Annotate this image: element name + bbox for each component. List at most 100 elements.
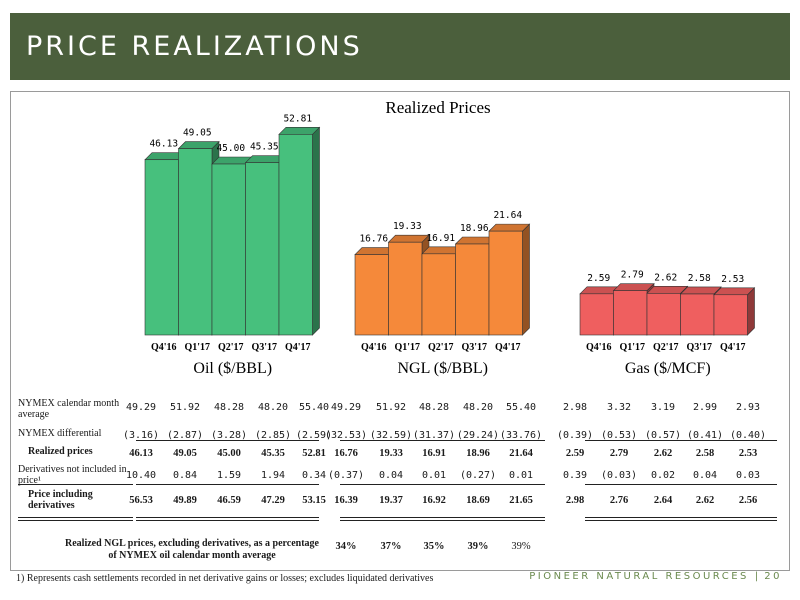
ngl-category-label-4: Q4'17 xyxy=(495,342,521,353)
table-rule xyxy=(340,440,545,441)
ngl-series-title: NGL ($/BBL) xyxy=(397,360,488,377)
table-cell: (3.16) xyxy=(122,430,160,441)
table-cell: 0.02 xyxy=(650,470,676,481)
table-cell: (2.59) xyxy=(295,430,333,441)
oil-value-label-2: 45.00 xyxy=(216,143,245,154)
table-cell: 45.35 xyxy=(261,448,285,459)
table-cell: 48.20 xyxy=(462,402,494,413)
table-cell: (0.03) xyxy=(600,470,638,481)
table-cell: 51.92 xyxy=(169,402,201,413)
gas-value-label-4: 2.53 xyxy=(721,274,744,285)
chart-title: Realized Prices xyxy=(385,98,490,117)
oil-bar-2 xyxy=(211,163,246,336)
table-cell: 49.29 xyxy=(125,402,157,413)
table-cell: 2.56 xyxy=(738,495,758,506)
table-cell: 2.98 xyxy=(565,495,585,506)
table-rule xyxy=(585,517,777,518)
table-cell: 2.58 xyxy=(695,448,715,459)
oil-series-title: Oil ($/BBL) xyxy=(193,360,272,377)
oil-value-label-3: 45.35 xyxy=(250,142,279,153)
table-cell: 46.13 xyxy=(129,448,153,459)
table-cell: (0.57) xyxy=(644,430,682,441)
table-cell: 53.15 xyxy=(302,495,326,506)
table-cell: 1.59 xyxy=(216,470,242,481)
table-cell: 2.79 xyxy=(609,448,629,459)
ngl-percentage-value: 37% xyxy=(380,541,402,552)
oil-category-label-2: Q2'17 xyxy=(218,342,244,353)
table-cell: 0.39 xyxy=(562,470,588,481)
table-row-label: Price including derivatives xyxy=(28,489,93,511)
gas-value-label-3: 2.58 xyxy=(688,273,711,284)
table-rule xyxy=(136,520,319,521)
oil-category-label-0: Q4'16 xyxy=(151,342,177,353)
gas-category-label-1: Q1'17 xyxy=(619,342,645,353)
ngl-bar-top-4 xyxy=(488,223,531,232)
table-cell: (32.53) xyxy=(324,430,368,441)
table-rule xyxy=(18,517,133,518)
table-cell: 47.29 xyxy=(261,495,285,506)
oil-bar-top-4 xyxy=(278,127,321,135)
brand-footer: PIONEER NATURAL RESOURCES | 20 xyxy=(529,571,782,582)
table-cell: (33.76) xyxy=(499,430,543,441)
table-cell: 19.33 xyxy=(379,448,403,459)
gas-category-label-0: Q4'16 xyxy=(586,342,612,353)
ngl-bar-3 xyxy=(455,243,490,336)
gas-bar-top-1 xyxy=(612,283,655,291)
table-rule xyxy=(136,517,319,518)
ngl-category-label-1: Q1'17 xyxy=(394,342,420,353)
table-rule xyxy=(585,484,777,485)
table-cell: 49.29 xyxy=(330,402,362,413)
oil-value-label-0: 46.13 xyxy=(149,139,178,150)
table-cell: 16.91 xyxy=(422,448,446,459)
table-rule xyxy=(18,484,133,485)
table-cell: 16.92 xyxy=(422,495,446,506)
table-cell: 3.19 xyxy=(650,402,676,413)
gas-category-label-4: Q4'17 xyxy=(720,342,746,353)
table-cell: (2.85) xyxy=(254,430,292,441)
table-rule xyxy=(18,520,133,521)
gas-bar-1 xyxy=(613,290,648,336)
ngl-value-label-0: 16.76 xyxy=(359,234,388,245)
table-cell: 2.99 xyxy=(692,402,718,413)
table-cell: 18.69 xyxy=(466,495,490,506)
ngl-bar-side-4 xyxy=(522,223,530,336)
table-cell: 1.94 xyxy=(260,470,286,481)
table-cell: 16.39 xyxy=(334,495,358,506)
gas-bar-0 xyxy=(579,293,614,336)
table-row-label: NYMEX differential xyxy=(18,428,102,439)
gas-bar-top-2 xyxy=(646,286,689,294)
table-cell: 19.37 xyxy=(379,495,403,506)
table-cell: 2.53 xyxy=(738,448,758,459)
ngl-category-label-3: Q3'17 xyxy=(461,342,487,353)
table-row-label: NYMEX calendar month average xyxy=(18,398,120,420)
table-cell: 0.01 xyxy=(421,470,447,481)
table-cell: 2.64 xyxy=(653,495,673,506)
page-number: 20 xyxy=(764,571,782,582)
gas-bar-2 xyxy=(646,293,681,336)
table-cell: 2.76 xyxy=(609,495,629,506)
realized-prices-chart: Realized Prices 46.13 Q4'16 49.05 Q1'17 45.00… xyxy=(144,98,756,377)
table-cell: 18.96 xyxy=(466,448,490,459)
table-cell: (2.87) xyxy=(166,430,204,441)
table-cell: 3.32 xyxy=(606,402,632,413)
page-title: PRICE REALIZATIONS xyxy=(26,31,363,62)
ngl-category-label-2: Q2'17 xyxy=(428,342,454,353)
ngl-bar-0 xyxy=(354,254,389,336)
oil-category-label-4: Q4'17 xyxy=(285,342,311,353)
table-cell: 2.59 xyxy=(565,448,585,459)
table-cell: (0.53) xyxy=(600,430,638,441)
title-banner: PRICE REALIZATIONS xyxy=(10,13,790,80)
oil-bar-side-4 xyxy=(312,126,320,336)
gas-category-label-3: Q3'17 xyxy=(686,342,712,353)
table-row-label: Derivatives not included in price¹ xyxy=(18,464,127,486)
table-cell: 0.01 xyxy=(508,470,534,481)
table-cell: 2.62 xyxy=(695,495,715,506)
table-cell: (3.28) xyxy=(210,430,248,441)
table-cell: 49.05 xyxy=(173,448,197,459)
ngl-percentage-value: 39% xyxy=(511,541,531,552)
table-rule xyxy=(340,517,545,518)
gas-value-label-1: 2.79 xyxy=(621,270,644,281)
table-rule xyxy=(585,520,777,521)
ngl-value-label-3: 18.96 xyxy=(460,223,489,234)
